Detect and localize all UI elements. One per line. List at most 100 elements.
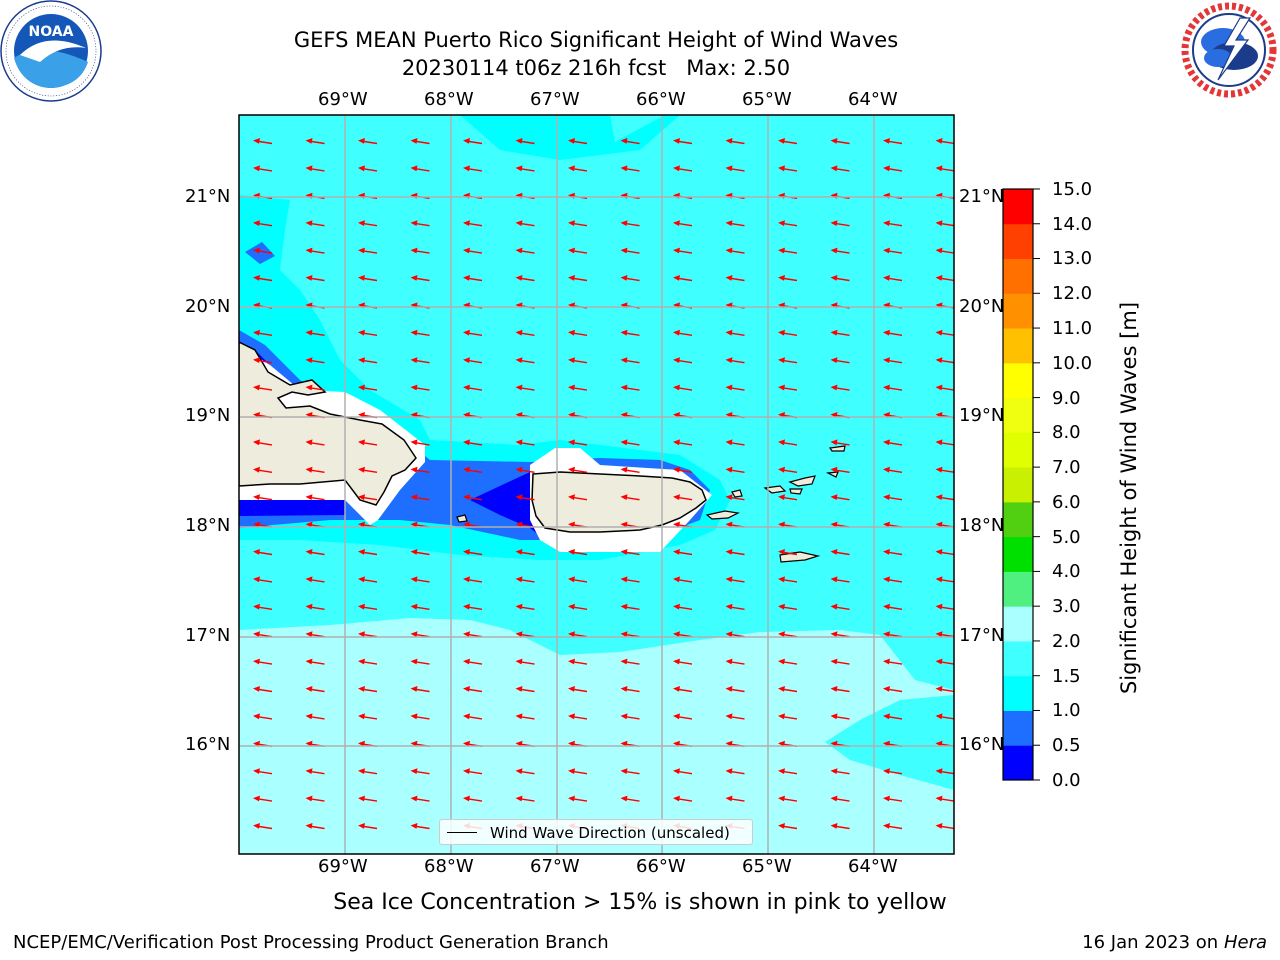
colorbar-bin-12-13 [1003,258,1033,294]
colorbar [1003,188,1040,781]
wind-wave-arrow [410,576,430,583]
wind-wave-arrow [463,357,483,364]
colorbar-bin-3-4 [1003,571,1033,607]
wind-wave-arrow [778,549,798,556]
wind-wave-arrow [410,686,430,693]
wind-wave-arrow [410,138,430,145]
wind-wave-arrow [725,549,745,556]
wind-wave-arrow [568,795,588,802]
wind-wave-arrow [463,795,483,802]
wind-wave-arrow [515,494,535,501]
wind-wave-arrow [253,165,273,172]
wind-wave-arrow [778,795,798,802]
wind-wave-arrow [568,165,588,172]
wind-wave-arrow [673,220,693,227]
colorbar-tick-0: 0.0 [1052,770,1081,791]
wind-wave-arrow [673,165,693,172]
wind-wave-arrow [883,549,903,556]
wind-wave-arrow [358,603,378,610]
wind-wave-arrow [305,357,325,364]
wind-wave-arrow [673,549,693,556]
wind-wave-arrow [568,658,588,665]
wave-field-1-1.5-north [460,115,680,160]
wind-wave-arrow [253,549,273,556]
wind-wave-arrow [358,329,378,336]
land-vieques [705,510,740,520]
wind-wave-arrow [830,576,850,583]
colorbar-tick-3: 3.0 [1052,596,1081,617]
wind-wave-arrow [568,329,588,336]
title-line-1: GEFS MEAN Puerto Rico Significant Height… [293,28,899,52]
wind-wave-arrow [673,329,693,336]
colorbar-bin-2-3 [1003,606,1033,642]
wind-wave-arrow [410,603,430,610]
wind-wave-arrow [253,357,273,364]
wind-wave-arrow [515,275,535,282]
colorbar-title: Significant Height of Wind Waves [m] [1117,301,1141,695]
wind-wave-arrow [883,686,903,693]
wind-wave-arrow [673,603,693,610]
colorbar-tick-8: 8.0 [1052,422,1081,443]
land-virgin-islands-2 [788,475,816,487]
wind-wave-arrow [673,275,693,282]
colorbar-bin-8-9 [1003,397,1033,433]
wind-wave-arrow [935,576,954,583]
wave-field-0-0.5 [470,472,548,540]
wind-wave-arrow [778,603,798,610]
wind-wave-arrow [305,795,325,802]
wind-wave-arrow [935,494,954,501]
wind-wave-arrow [778,576,798,583]
wind-wave-arrow [935,713,954,720]
wind-wave-arrow [725,466,745,473]
wind-wave-arrow [778,165,798,172]
wind-wave-arrow [305,658,325,665]
wind-wave-arrow [253,795,273,802]
wind-wave-arrow [935,220,954,227]
wind-wave-arrow [830,795,850,802]
wind-wave-arrow [568,384,588,391]
colorbar-bin-1.5-2 [1003,640,1033,677]
wind-wave-arrow [305,384,325,391]
lat-label-right-17n: 17°N [959,625,1005,646]
wind-wave-arrow [830,384,850,391]
wind-wave-arrow [463,603,483,610]
wind-wave-arrow [515,466,535,473]
wind-wave-arrow [253,576,273,583]
lon-label-top-66w: 66°W [636,89,686,110]
wind-wave-arrow [883,247,903,254]
wind-wave-arrow [673,576,693,583]
wind-wave-arrow [830,220,850,227]
wind-wave-arrow [883,576,903,583]
wind-wave-arrow [673,686,693,693]
wind-wave-arrow [463,439,483,446]
wind-wave-arrow [830,275,850,282]
wind-wave-arrow [673,466,693,473]
wind-wave-arrow [568,247,588,254]
wind-wave-arrow [620,658,640,665]
wind-wave-arrow [305,165,325,172]
land-hispaniola [239,341,417,506]
wind-wave-arrow [463,329,483,336]
wind-wave-arrow [883,357,903,364]
lat-label-right-20n: 20°N [959,296,1005,317]
wind-wave-arrow [568,138,588,145]
lat-label-right-21n: 21°N [959,186,1005,207]
wind-wave-arrow [253,275,273,282]
wind-wave-arrow [620,329,640,336]
land-st-croix [779,551,821,563]
wind-wave-arrow [830,466,850,473]
wind-wave-arrow [778,329,798,336]
wind-wave-arrow [568,275,588,282]
wind-wave-arrow [463,768,483,775]
wind-wave-arrow [463,494,483,501]
wind-wave-arrow [515,795,535,802]
wind-wave-arrow [883,138,903,145]
wind-wave-arrow [883,658,903,665]
wind-wave-arrow [883,466,903,473]
wind-wave-arrow [253,713,273,720]
wind-wave-arrow [253,138,273,145]
legend-label: Wind Wave Direction (unscaled) [490,824,730,842]
colorbar-bin-0.5-1 [1003,710,1033,746]
footer-date: 16 Jan 2023 on Hera [1082,932,1267,953]
